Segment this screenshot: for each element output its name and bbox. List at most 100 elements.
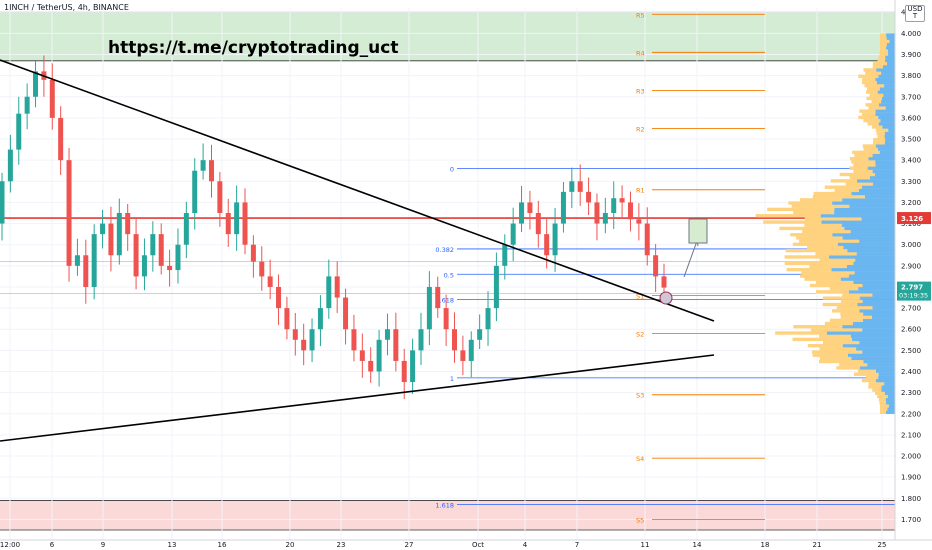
volume-bar-up (849, 166, 868, 170)
candle-body (83, 255, 89, 287)
x-tick-label: 21 (813, 541, 822, 549)
volume-bar-up (799, 239, 860, 243)
volume-bar-up (864, 84, 885, 88)
candle-body (309, 329, 315, 351)
volume-bar-down (885, 58, 895, 63)
volume-bar-up (813, 191, 852, 196)
y-tick-label: 3.500 (901, 136, 921, 144)
volume-bar-down (862, 318, 895, 323)
currency-badge[interactable]: USD T (905, 5, 925, 22)
candle-body (560, 191, 566, 224)
volume-bar-up (842, 293, 873, 297)
volume-bar-down (878, 74, 895, 78)
y-tick-label: 3.000 (901, 241, 921, 249)
fib-label: 0.618 (435, 297, 454, 305)
volume-bar-up (852, 150, 880, 155)
pivot-label: S4 (636, 455, 644, 463)
volume-bar-up (818, 359, 864, 364)
volume-bar-down (857, 302, 895, 307)
symbol-title: 1INCH / TetherUS, 4h, BINANCE (4, 3, 129, 12)
candle-body (644, 223, 650, 256)
x-tick-label: Oct (472, 541, 484, 549)
candle-body (602, 212, 608, 224)
volume-bar-down (852, 337, 895, 342)
volume-bar-up (819, 356, 852, 361)
volume-bar-up (859, 109, 876, 113)
volume-bar-down (842, 344, 895, 348)
descending-trendline[interactable] (0, 59, 715, 322)
volume-bar-up (815, 280, 854, 284)
pivot-label: S2 (636, 330, 644, 338)
candle-body (108, 223, 114, 256)
volume-bar-up (871, 99, 882, 104)
candle-body (452, 329, 458, 351)
candle-body (410, 350, 416, 383)
candle-body (167, 265, 173, 271)
volume-bar-down (885, 397, 895, 402)
y-tick-label: 2.400 (901, 368, 921, 376)
x-tick-label: 13 (168, 541, 177, 549)
volume-bar-up (784, 255, 829, 259)
candle-body (259, 261, 265, 277)
volume-bar-up (873, 137, 886, 142)
pivot-label: R1 (636, 187, 645, 195)
candle-body (33, 71, 39, 97)
volume-bar-down (850, 229, 895, 234)
volume-bar-up (866, 96, 883, 101)
volume-bar-up (862, 80, 877, 85)
demand-zone (0, 500, 895, 530)
volume-bar-down (886, 401, 895, 405)
volume-bar-up (880, 49, 888, 53)
volume-bar-down (842, 325, 895, 329)
volume-bar-up (836, 305, 873, 310)
volume-bar-down (848, 274, 895, 278)
volume-bar-down (887, 61, 895, 66)
candle-body (66, 160, 72, 266)
candle-body (141, 255, 147, 277)
y-tick-label: 2.000 (901, 453, 921, 461)
volume-bar-down (859, 239, 895, 243)
candle-body (468, 339, 474, 361)
ascending-trendline[interactable] (0, 354, 715, 442)
x-tick-label: 27 (405, 541, 414, 549)
volume-bar-up (779, 226, 845, 231)
volume-bar-down (855, 258, 895, 262)
volume-bar-up (863, 68, 877, 72)
volume-bar-down (881, 385, 895, 389)
candle-body (535, 212, 541, 235)
volume-bar-down (878, 122, 895, 126)
entry-marker[interactable] (659, 291, 673, 305)
volume-bar-down (886, 36, 895, 40)
volume-bar-up (858, 115, 879, 120)
pivot-label: R3 (636, 87, 645, 95)
volume-bar-down (884, 382, 895, 386)
candles-layer (0, 55, 667, 399)
y-tick-label: 3.200 (901, 199, 921, 207)
volume-bar-down (843, 245, 895, 250)
volume-bar-down (882, 125, 895, 129)
volume-bar-down (878, 115, 895, 120)
volume-bar-down (872, 315, 895, 319)
candle-body (477, 329, 483, 340)
volume-bar-up (784, 261, 854, 265)
y-tick-label: 4.000 (901, 30, 921, 38)
volume-bar-down (887, 407, 895, 411)
volume-bar-down (861, 217, 895, 221)
volume-bar-up (807, 245, 844, 250)
volume-bar-down (840, 277, 895, 281)
volume-bar-up (836, 366, 860, 370)
volume-bar-up (790, 233, 833, 237)
target-box[interactable] (688, 218, 708, 244)
volume-bar-up (819, 258, 856, 262)
candle-body (225, 212, 231, 235)
y-tick-label: 1.800 (901, 495, 921, 503)
y-tick-label: 2.100 (901, 431, 921, 439)
volume-bar-up (865, 375, 879, 380)
projection-arrow[interactable] (683, 240, 698, 278)
volume-bar-down (881, 99, 895, 104)
volume-bar-up (875, 128, 889, 132)
volume-bar-up (793, 325, 843, 329)
candle-body (175, 244, 181, 271)
volume-bar-up (862, 144, 876, 148)
